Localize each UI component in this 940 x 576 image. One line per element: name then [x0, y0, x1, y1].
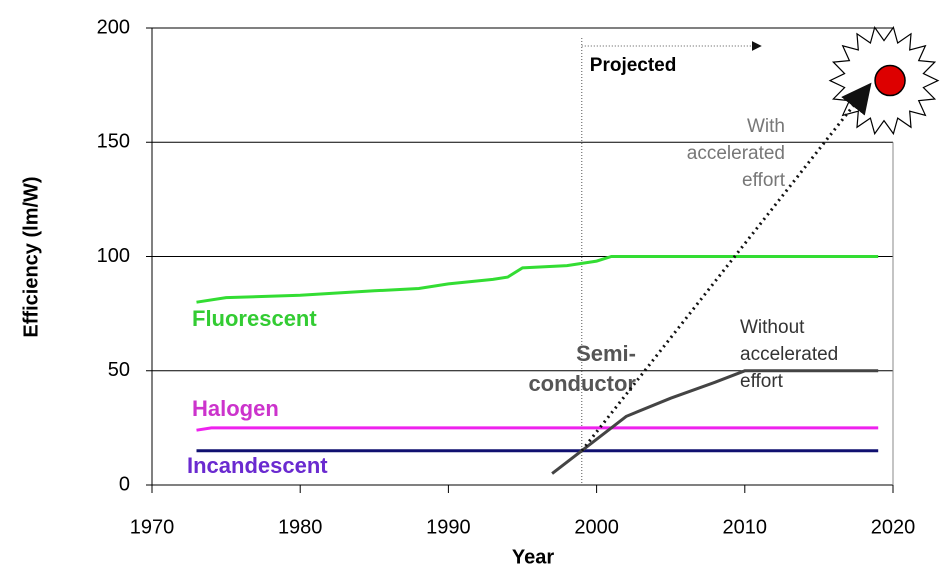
- series-line: [196, 426, 879, 432]
- series-label: conductor: [528, 371, 636, 396]
- series-label: Fluorescent: [192, 306, 317, 331]
- note: effort: [740, 371, 784, 392]
- series-label: Semi-: [576, 341, 636, 366]
- y-tick-label: 50: [108, 359, 130, 381]
- series-label: accelerated: [687, 143, 785, 164]
- note: accelerated: [740, 344, 838, 365]
- target: [828, 26, 940, 136]
- y-tick-label: 0: [119, 473, 130, 495]
- series-label: effort: [742, 170, 786, 191]
- x-tick-label: 2000: [574, 516, 619, 538]
- series-line: [196, 255, 879, 304]
- x-tick-label: 1970: [130, 516, 175, 538]
- target-dot: [874, 64, 906, 97]
- x-tick-label: 1980: [278, 516, 323, 538]
- series-label: Incandescent: [187, 453, 328, 478]
- x-tick-label: 2020: [871, 516, 916, 538]
- y-tick-label: 150: [97, 131, 130, 153]
- x-tick-label: 1990: [426, 516, 471, 538]
- series-label: With: [747, 116, 785, 137]
- y-tick-label: 200: [97, 16, 130, 38]
- y-axis-label: Efficiency (lm/W): [20, 176, 42, 337]
- series-line: [580, 82, 872, 452]
- annotation: Projected: [590, 55, 677, 76]
- series-label: Halogen: [192, 396, 279, 421]
- x-tick-label: 2010: [723, 516, 768, 538]
- note: Without: [740, 317, 805, 338]
- x-axis-label: Year: [512, 546, 554, 568]
- y-tick-label: 100: [97, 245, 130, 267]
